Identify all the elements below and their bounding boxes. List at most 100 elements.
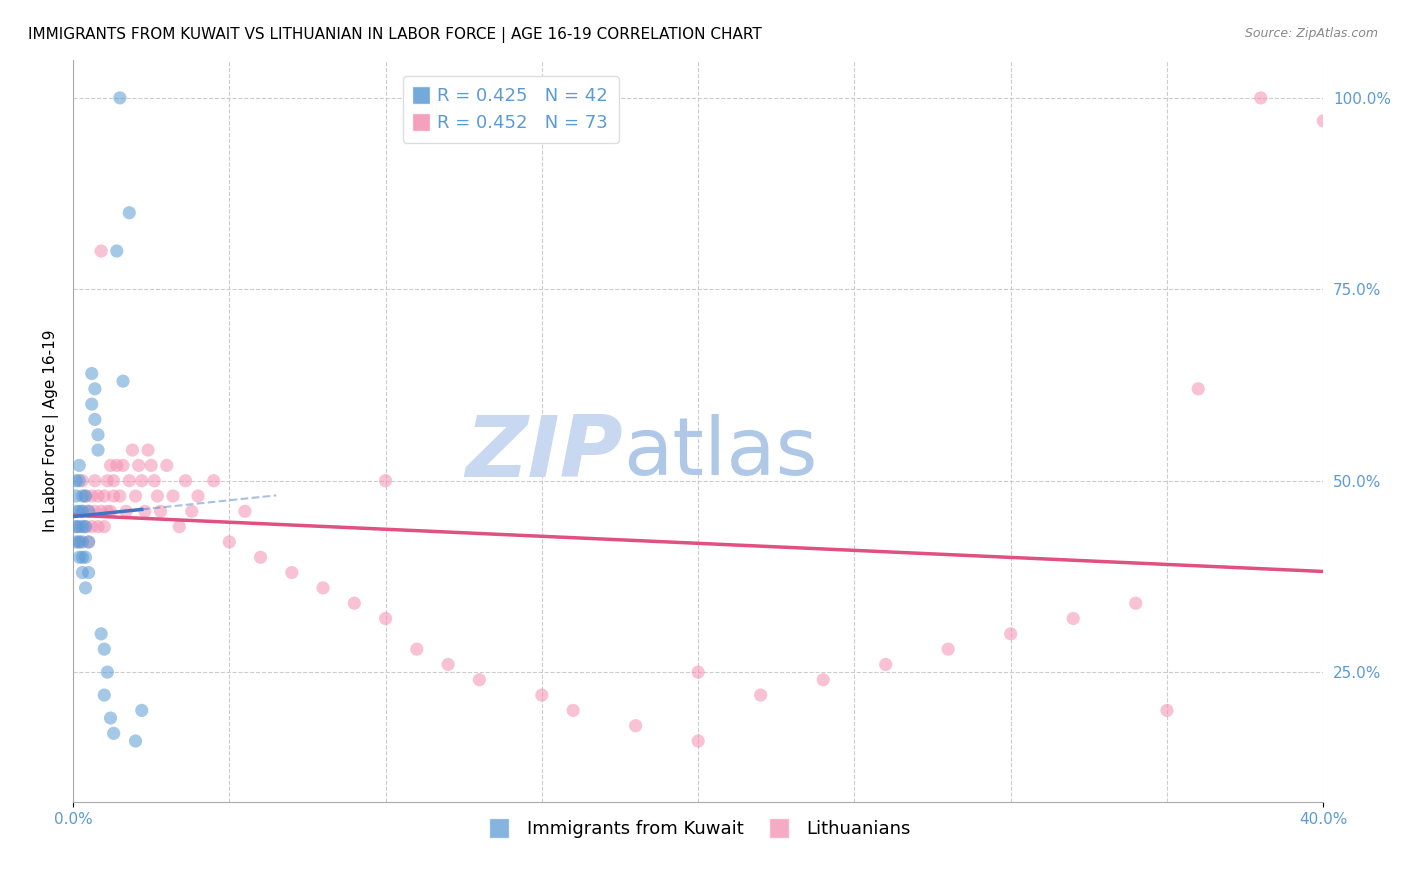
Point — [811, 673, 834, 687]
Point — [124, 489, 146, 503]
Point — [80, 367, 103, 381]
Point — [187, 489, 209, 503]
Point — [105, 458, 128, 473]
Point — [65, 474, 87, 488]
Point — [146, 489, 169, 503]
Point — [1156, 703, 1178, 717]
Point — [90, 504, 112, 518]
Point — [1312, 113, 1334, 128]
Point — [75, 489, 97, 503]
Point — [83, 504, 105, 518]
Point — [87, 489, 110, 503]
Point — [65, 519, 87, 533]
Point — [80, 519, 103, 533]
Point — [77, 535, 100, 549]
Point — [149, 504, 172, 518]
Point — [67, 458, 90, 473]
Point — [108, 489, 131, 503]
Point — [93, 688, 115, 702]
Point — [83, 382, 105, 396]
Point — [136, 443, 159, 458]
Point — [87, 427, 110, 442]
Point — [115, 504, 138, 518]
Point — [75, 489, 97, 503]
Text: ZIP: ZIP — [465, 412, 623, 495]
Point — [100, 504, 122, 518]
Point — [875, 657, 897, 672]
Point — [77, 535, 100, 549]
Point — [75, 550, 97, 565]
Point — [118, 474, 141, 488]
Point — [437, 657, 460, 672]
Point — [688, 734, 710, 748]
Point — [96, 474, 118, 488]
Y-axis label: In Labor Force | Age 16-19: In Labor Force | Age 16-19 — [44, 330, 59, 533]
Point — [180, 504, 202, 518]
Point — [1000, 627, 1022, 641]
Point — [83, 474, 105, 488]
Point — [131, 703, 153, 717]
Point — [93, 519, 115, 533]
Point — [72, 550, 94, 565]
Point — [124, 734, 146, 748]
Point — [77, 504, 100, 518]
Point — [174, 474, 197, 488]
Point — [162, 489, 184, 503]
Point — [65, 489, 87, 503]
Point — [90, 627, 112, 641]
Point — [1062, 611, 1084, 625]
Point — [87, 519, 110, 533]
Point — [65, 535, 87, 549]
Text: Source: ZipAtlas.com: Source: ZipAtlas.com — [1244, 27, 1378, 40]
Point — [67, 519, 90, 533]
Point — [624, 719, 647, 733]
Point — [103, 726, 125, 740]
Point — [93, 642, 115, 657]
Point — [121, 443, 143, 458]
Point — [156, 458, 179, 473]
Point — [67, 504, 90, 518]
Point — [77, 504, 100, 518]
Point — [96, 665, 118, 679]
Point — [131, 474, 153, 488]
Point — [562, 703, 585, 717]
Text: atlas: atlas — [623, 414, 817, 492]
Point — [218, 535, 240, 549]
Point — [118, 205, 141, 219]
Point — [530, 688, 553, 702]
Point — [96, 504, 118, 518]
Point — [75, 519, 97, 533]
Point — [468, 673, 491, 687]
Point — [72, 489, 94, 503]
Point — [111, 458, 134, 473]
Point — [1250, 91, 1272, 105]
Point — [93, 489, 115, 503]
Point — [128, 458, 150, 473]
Point — [1187, 382, 1209, 396]
Point — [65, 519, 87, 533]
Point — [72, 504, 94, 518]
Text: IMMIGRANTS FROM KUWAIT VS LITHUANIAN IN LABOR FORCE | AGE 16-19 CORRELATION CHAR: IMMIGRANTS FROM KUWAIT VS LITHUANIAN IN … — [28, 27, 762, 43]
Legend: Immigrants from Kuwait, Lithuanians: Immigrants from Kuwait, Lithuanians — [478, 813, 918, 846]
Point — [100, 458, 122, 473]
Point — [134, 504, 156, 518]
Point — [374, 474, 396, 488]
Point — [67, 474, 90, 488]
Point — [65, 504, 87, 518]
Point — [312, 581, 335, 595]
Point — [111, 374, 134, 388]
Point — [249, 550, 271, 565]
Point — [72, 566, 94, 580]
Point — [108, 91, 131, 105]
Point — [83, 412, 105, 426]
Point — [202, 474, 225, 488]
Point — [169, 519, 191, 533]
Point — [936, 642, 959, 657]
Point — [72, 519, 94, 533]
Point — [67, 550, 90, 565]
Point — [72, 504, 94, 518]
Point — [75, 519, 97, 533]
Point — [87, 443, 110, 458]
Point — [688, 665, 710, 679]
Point — [72, 474, 94, 488]
